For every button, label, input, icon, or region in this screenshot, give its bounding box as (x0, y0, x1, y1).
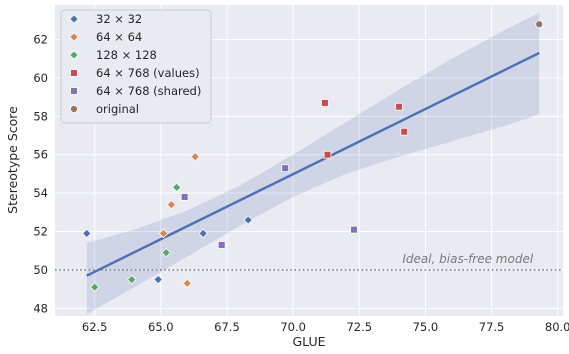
data-point (243, 215, 253, 225)
x-tick-label: 65.0 (148, 320, 174, 334)
x-axis-label: GLUE (292, 334, 325, 349)
y-tick-label: 62 (33, 33, 48, 47)
x-tick-label: 70.0 (280, 320, 306, 334)
data-point (281, 164, 290, 173)
y-tick-labels: 48 50 52 54 56 58 60 62 (33, 33, 48, 316)
data-point (323, 150, 332, 159)
legend-label: original (96, 102, 139, 116)
y-tick-label: 54 (33, 186, 48, 200)
legend-label: 64 × 768 (shared) (96, 84, 201, 98)
x-tick-label: 75.0 (413, 320, 439, 334)
data-point (395, 102, 403, 111)
data-point (190, 151, 200, 162)
data-point (81, 228, 92, 239)
x-tick-label: 72.5 (346, 320, 372, 334)
data-point (171, 182, 182, 193)
x-tick-label: 80.0 (545, 320, 569, 334)
x-tick-label: 67.5 (214, 320, 240, 334)
y-tick-label: 56 (33, 148, 48, 162)
data-point (182, 278, 193, 289)
legend: 32 × 32 64 × 64 128 × 128 64 × 768 (values)… (60, 9, 212, 124)
x-tick-label: 77.5 (479, 320, 505, 334)
data-point (180, 193, 189, 201)
legend-box (60, 9, 212, 124)
data-point (350, 225, 358, 234)
legend-marker (69, 50, 79, 60)
y-axis-label: Stereotype Score (5, 106, 20, 214)
legend-label: 64 × 768 (values) (96, 66, 200, 80)
data-point (400, 127, 409, 136)
regression-line (86, 51, 540, 277)
data-point (217, 241, 226, 249)
data-point (158, 228, 169, 239)
annotation-ideal: Ideal, bias-free model (402, 252, 534, 266)
legend-marker (70, 105, 78, 113)
data-point (166, 199, 177, 210)
legend-label: 128 × 128 (96, 48, 157, 62)
y-tick-label: 60 (33, 71, 48, 85)
x-tick-labels: 62.5 65.0 67.5 70.0 72.5 75.0 77.5 80.0 (82, 320, 569, 334)
data-point (535, 20, 544, 29)
data-point (198, 228, 208, 239)
legend-label: 32 × 32 (96, 12, 142, 26)
y-tick-label: 50 (33, 263, 48, 277)
data-point (161, 247, 171, 258)
y-tick-label: 52 (33, 225, 48, 239)
legend-marker (70, 69, 78, 77)
data-point (153, 274, 163, 285)
legend-marker (69, 14, 79, 24)
y-tick-label: 58 (33, 109, 48, 123)
x-tick-label: 62.5 (82, 320, 108, 334)
regression-fit-line (86, 51, 540, 277)
data-points (81, 20, 544, 292)
data-point (89, 282, 100, 292)
legend-label: 64 × 64 (96, 30, 142, 44)
grid (55, 5, 563, 316)
data-point (321, 99, 329, 107)
y-tick-label: 48 (33, 301, 48, 315)
data-point (126, 274, 137, 285)
legend-marker (70, 87, 78, 95)
legend-marker (69, 32, 79, 42)
